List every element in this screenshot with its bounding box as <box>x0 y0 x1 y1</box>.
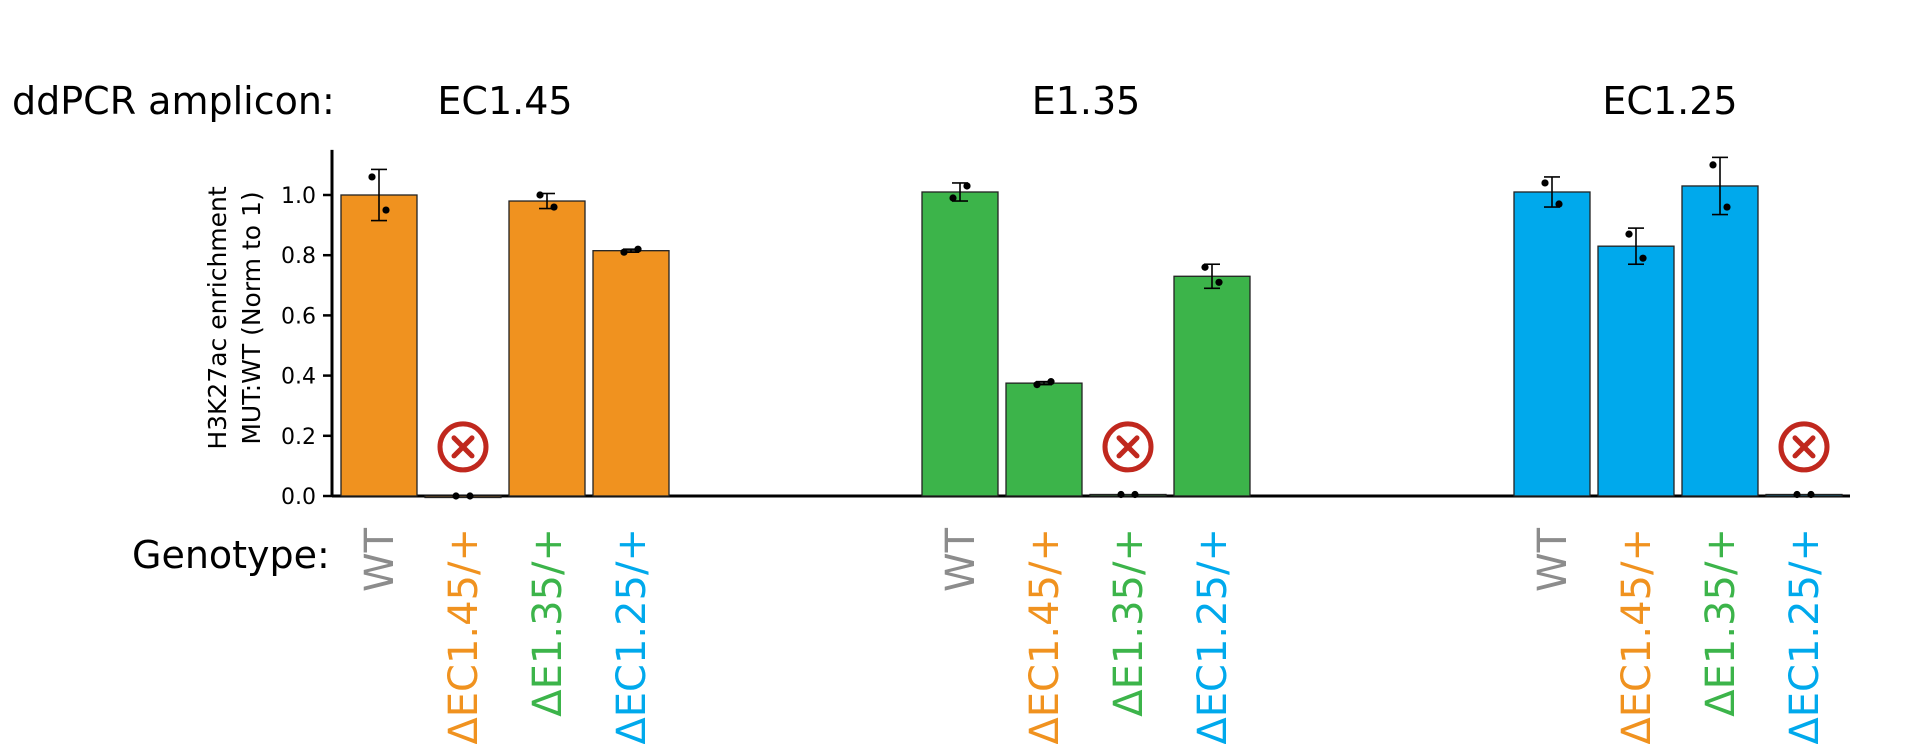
data-point <box>1793 490 1801 499</box>
bar <box>340 194 418 497</box>
y-axis-title: H3K27ac enrichment MUT:WT (Norm to 1) <box>203 186 266 450</box>
bar <box>921 191 999 497</box>
deleted-marker-icon <box>1778 421 1830 473</box>
data-point <box>550 203 558 211</box>
y-axis-title-line2: MUT:WT (Norm to 1) <box>237 191 266 444</box>
genotype-label: WT <box>1530 527 1576 592</box>
genotype-label: ΔEC1.25/+ <box>1190 528 1236 744</box>
bar <box>592 250 670 497</box>
plot-area: 0.0 0.2 0.4 0.6 0.8 1.0 EC1.45 WT ΔEC1.45/+ ΔE1.3… <box>281 79 1850 744</box>
y-tick-label: 0.6 <box>281 304 316 329</box>
data-point <box>634 245 642 253</box>
bar <box>1597 245 1675 497</box>
data-point <box>466 492 474 500</box>
genotype-label: ΔE1.35/+ <box>525 528 571 717</box>
genotype-label: WT <box>938 527 984 592</box>
amplicon-label: EC1.25 <box>1602 79 1737 123</box>
bar <box>1173 275 1251 497</box>
bar <box>1513 191 1591 497</box>
data-point <box>1541 179 1549 187</box>
data-point <box>1201 263 1209 271</box>
data-point <box>1709 161 1717 169</box>
deleted-marker-cross <box>1116 435 1140 459</box>
data-point <box>536 191 544 199</box>
data-point <box>620 248 628 256</box>
y-tick-label: 1.0 <box>281 184 316 209</box>
genotype-label: ΔE1.35/+ <box>1698 528 1744 717</box>
genotype-label: ΔEC1.25/+ <box>609 528 655 744</box>
y-tick-label: 0.0 <box>281 485 316 510</box>
data-point <box>1117 490 1125 499</box>
data-point <box>1033 381 1041 389</box>
bar <box>424 495 502 499</box>
deleted-marker-icon <box>437 421 489 473</box>
amplicon-row-label: ddPCR amplicon: <box>12 79 335 123</box>
y-tick-label: 0.4 <box>281 365 316 390</box>
data-point <box>1807 490 1815 499</box>
bar <box>1765 493 1843 497</box>
data-point <box>452 492 460 500</box>
deleted-marker-cross <box>451 435 475 459</box>
bar <box>508 200 586 497</box>
y-tick-label: 0.2 <box>281 425 316 450</box>
data-point <box>1215 278 1223 286</box>
genotype-label: ΔEC1.25/+ <box>1782 528 1828 744</box>
data-point <box>1555 200 1563 208</box>
y-axis-title-line1: H3K27ac enrichment <box>203 186 232 450</box>
amplicon-label: EC1.45 <box>437 79 572 123</box>
deleted-marker-icon <box>1102 421 1154 473</box>
y-tick-label: 0.8 <box>281 244 316 269</box>
data-point <box>382 206 390 214</box>
data-point <box>949 194 957 202</box>
data-point <box>1723 203 1731 211</box>
genotype-label: ΔEC1.45/+ <box>1614 528 1660 744</box>
data-point <box>1047 378 1055 386</box>
data-point <box>1131 490 1139 499</box>
genotype-label: WT <box>357 527 403 592</box>
deleted-marker-cross <box>1792 435 1816 459</box>
genotype-label: ΔE1.35/+ <box>1106 528 1152 717</box>
bar <box>1089 493 1167 497</box>
genotype-label: ΔEC1.45/+ <box>1022 528 1068 744</box>
amplicon-label: E1.35 <box>1032 79 1141 123</box>
bar <box>1005 382 1083 497</box>
genotype-label: ΔEC1.45/+ <box>441 528 487 744</box>
data-point <box>1639 254 1647 262</box>
bar <box>1681 185 1759 497</box>
data-point <box>368 173 376 181</box>
genotype-row-label: Genotype: <box>132 533 330 577</box>
data-point <box>1625 230 1633 238</box>
data-point <box>963 182 971 190</box>
